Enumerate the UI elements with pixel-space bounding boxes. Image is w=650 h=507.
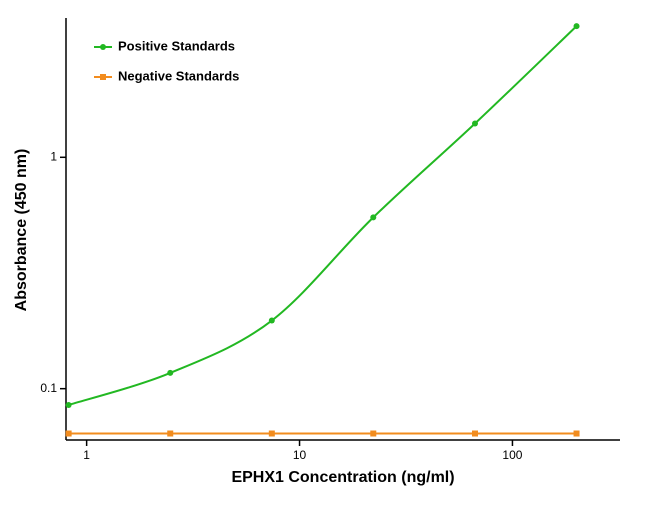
y-axis-title: Absorbance (450 nm) — [13, 149, 30, 312]
legend-marker — [100, 74, 106, 80]
data-point — [573, 430, 580, 437]
legend-label: Positive Standards — [118, 38, 235, 53]
y-tick-label: 0.1 — [40, 381, 57, 395]
data-point — [370, 214, 377, 221]
data-point — [268, 430, 275, 437]
legend-marker — [100, 44, 106, 50]
x-tick-label: 100 — [502, 448, 522, 462]
data-point — [370, 430, 377, 437]
x-tick-label: 10 — [293, 448, 307, 462]
legend-label: Negative Standards — [118, 68, 239, 83]
data-point — [268, 317, 275, 324]
y-tick-label: 1 — [50, 149, 57, 163]
data-point — [472, 120, 479, 127]
data-point — [65, 430, 72, 437]
data-point — [167, 369, 174, 376]
x-tick-label: 1 — [83, 448, 90, 462]
x-axis-title: EPHX1 Concentration (ng/ml) — [231, 469, 454, 486]
data-point — [472, 430, 479, 437]
data-point — [65, 402, 72, 409]
data-point — [167, 430, 174, 437]
data-point — [573, 23, 580, 30]
fit-curve — [68, 25, 578, 406]
